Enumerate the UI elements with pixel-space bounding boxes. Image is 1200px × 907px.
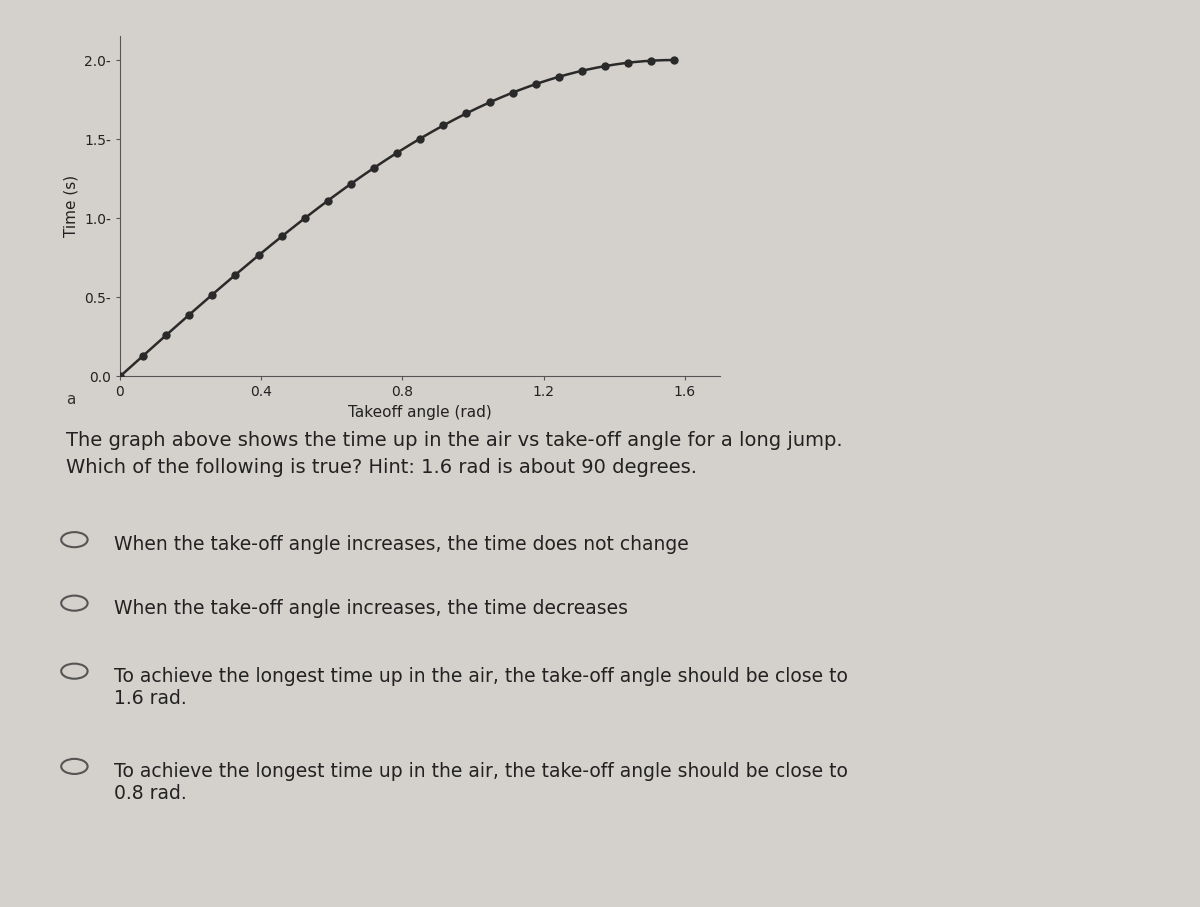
Point [272, 229, 292, 244]
Point [572, 63, 592, 78]
Y-axis label: Time (s): Time (s) [64, 175, 78, 238]
Point [226, 268, 245, 282]
Point [295, 211, 314, 226]
Point [410, 132, 430, 146]
Point [480, 95, 499, 110]
Text: The graph above shows the time up in the air vs take-off angle for a long jump.: The graph above shows the time up in the… [66, 431, 842, 450]
Text: Which of the following is true? Hint: 1.6 rad is about 90 degrees.: Which of the following is true? Hint: 1.… [66, 458, 697, 477]
Point [665, 53, 684, 67]
Point [203, 288, 222, 302]
Point [642, 54, 661, 68]
Point [618, 55, 637, 70]
Point [110, 369, 130, 384]
Text: a: a [66, 392, 76, 406]
Point [550, 70, 569, 84]
Point [248, 249, 268, 263]
Point [388, 145, 407, 160]
Point [595, 59, 614, 73]
Text: To achieve the longest time up in the air, the take-off angle should be close to: To achieve the longest time up in the ai… [114, 667, 848, 707]
Point [503, 85, 522, 100]
Point [180, 307, 199, 322]
Point [156, 327, 175, 342]
Point [341, 177, 360, 191]
Point [433, 118, 452, 132]
Point [365, 161, 384, 175]
Point [318, 193, 337, 208]
Text: When the take-off angle increases, the time does not change: When the take-off angle increases, the t… [114, 535, 689, 554]
Point [133, 348, 152, 363]
Point [526, 77, 545, 92]
X-axis label: Takeoff angle (rad): Takeoff angle (rad) [348, 405, 492, 420]
Text: When the take-off angle increases, the time decreases: When the take-off angle increases, the t… [114, 599, 628, 618]
Text: To achieve the longest time up in the air, the take-off angle should be close to: To achieve the longest time up in the ai… [114, 762, 848, 803]
Point [457, 106, 476, 121]
